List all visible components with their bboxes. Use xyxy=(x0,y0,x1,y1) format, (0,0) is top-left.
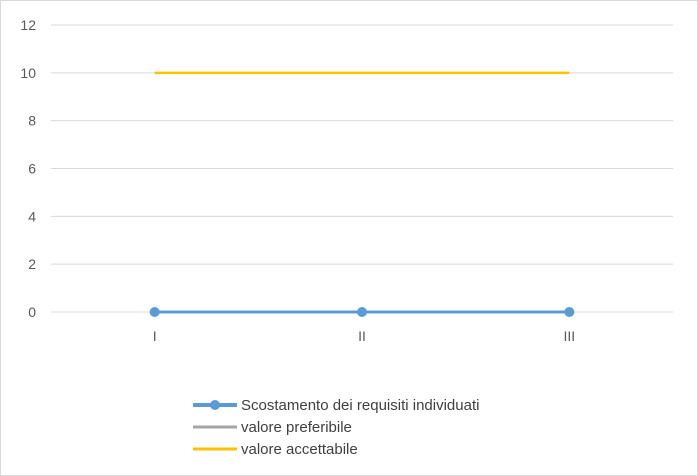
y-tick-label: 8 xyxy=(28,113,36,129)
x-tick-label: III xyxy=(563,328,575,344)
legend-key-line-icon xyxy=(193,425,237,429)
y-axis-ticks: 0 2 4 6 8 10 12 xyxy=(20,17,36,320)
legend-entry-scostamento: Scostamento dei requisiti individuati xyxy=(191,394,479,416)
legend-label: valore preferibile xyxy=(241,418,352,436)
legend-entry-accettabile: valore accettabile xyxy=(191,438,479,460)
legend-key-line-marker-icon xyxy=(193,400,237,410)
x-tick-label: I xyxy=(153,328,157,344)
legend-label: Scostamento dei requisiti individuati xyxy=(241,396,480,414)
y-tick-label: 2 xyxy=(28,256,36,272)
data-point-marker xyxy=(564,307,575,317)
x-tick-label: II xyxy=(358,328,366,344)
legend-entry-preferibile: valore preferibile xyxy=(191,416,479,438)
legend-key-marker xyxy=(210,400,220,410)
gridlines xyxy=(51,24,673,313)
series-lines xyxy=(149,71,575,317)
y-tick-label: 10 xyxy=(20,65,36,81)
data-point-marker xyxy=(149,307,160,317)
legend-key-line-icon xyxy=(193,447,237,451)
legend: Scostamento dei requisiti individuati va… xyxy=(191,394,479,460)
y-tick-label: 12 xyxy=(20,17,36,33)
y-tick-label: 0 xyxy=(28,304,36,320)
data-point-marker xyxy=(357,307,367,317)
y-tick-label: 4 xyxy=(28,208,36,224)
legend-label: valore accettabile xyxy=(241,440,358,458)
y-tick-label: 6 xyxy=(28,161,36,177)
x-axis-ticks: I II III xyxy=(153,328,575,344)
